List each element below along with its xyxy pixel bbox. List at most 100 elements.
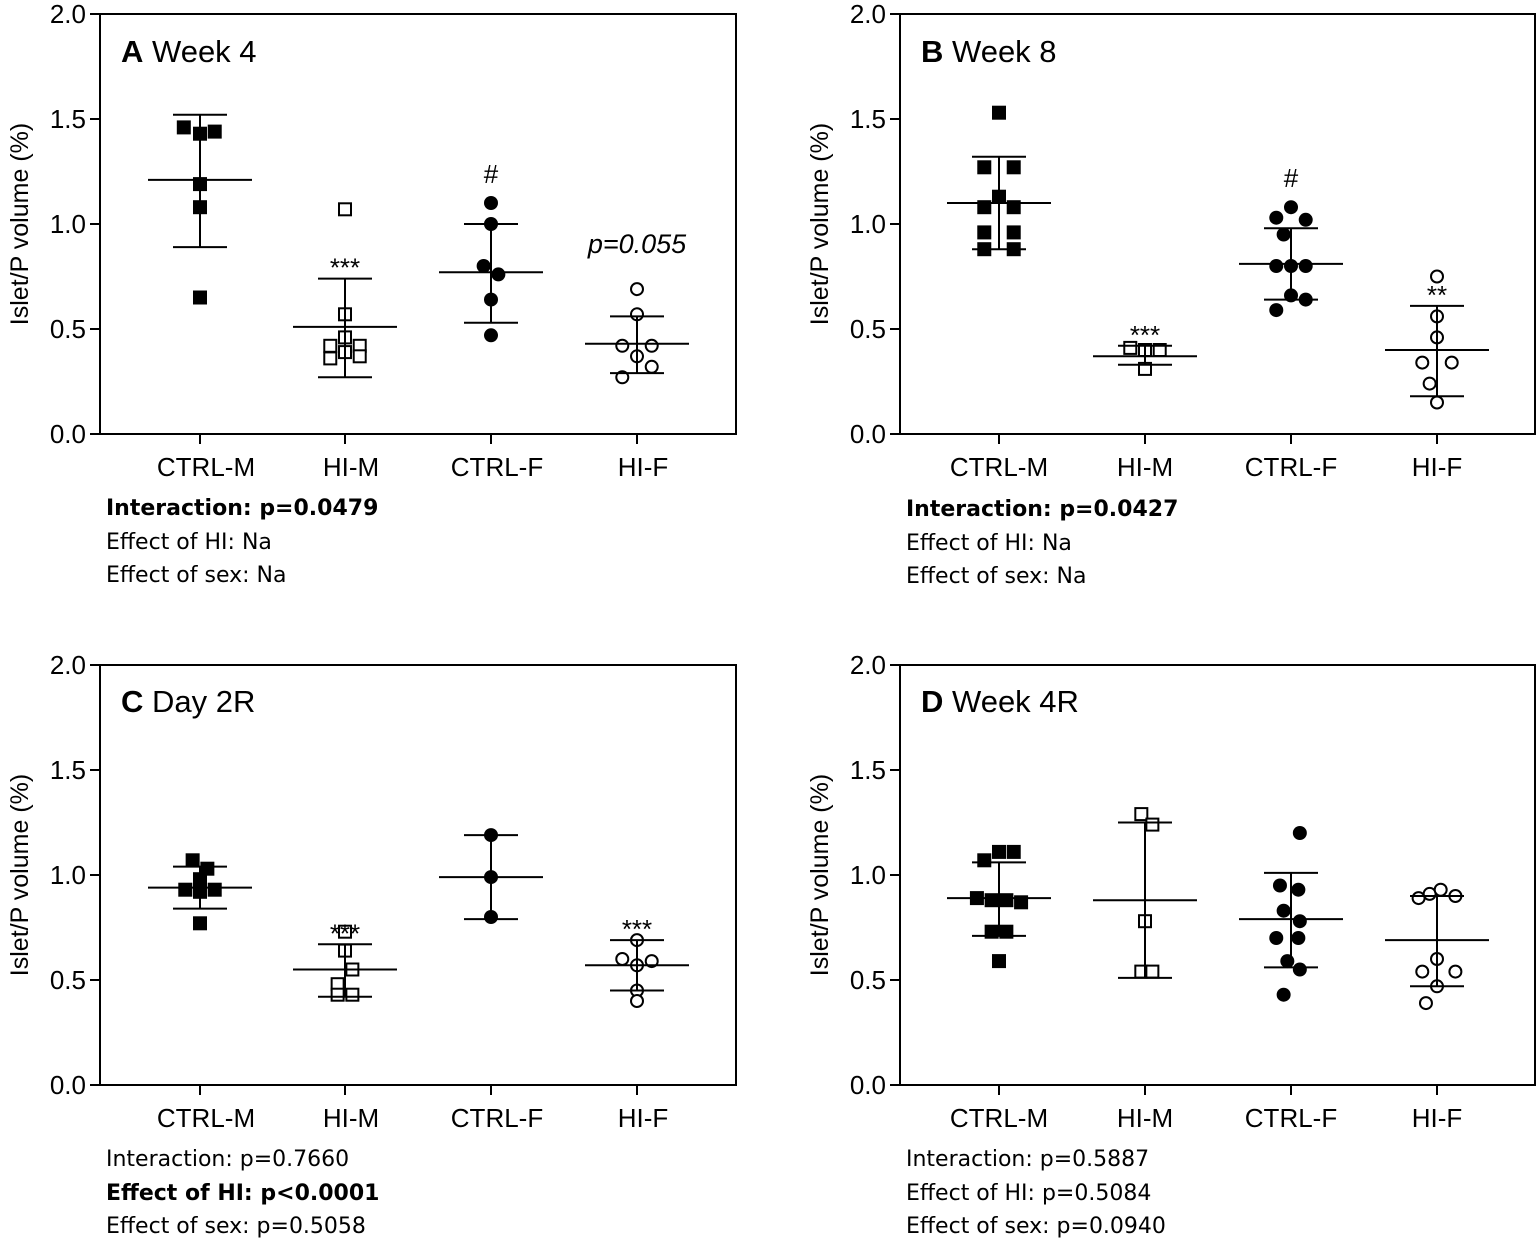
- x-tick-label: CTRL-M: [157, 452, 255, 482]
- data-point: [977, 853, 992, 868]
- data-point: [1292, 914, 1307, 929]
- y-tick-label: 1.0: [850, 860, 886, 890]
- panel-title-text: Week 4: [143, 34, 256, 69]
- series-ctrl-f: [1239, 826, 1343, 1002]
- x-tick-label: CTRL-F: [1245, 452, 1337, 482]
- series-hi-f: **: [1385, 269, 1489, 410]
- series-hi-m: ***: [293, 918, 397, 1002]
- stats-effect-sex: Effect of sex: p=0.0940: [906, 1214, 1166, 1239]
- x-tick-label: CTRL-F: [1245, 1103, 1337, 1133]
- data-point: [352, 349, 367, 364]
- y-tick-label: 1.5: [850, 755, 886, 785]
- significance-annotation: ***: [1130, 320, 1160, 350]
- significance-annotation: ***: [330, 253, 360, 283]
- data-point: [644, 359, 659, 374]
- x-tick-label: CTRL-F: [451, 452, 543, 482]
- data-point: [1269, 931, 1284, 945]
- data-point: [1291, 931, 1306, 945]
- data-point: [630, 282, 644, 297]
- y-tick-label: 0.0: [50, 1070, 86, 1100]
- y-axis-label: Islet/P volume (%): [806, 123, 834, 325]
- data-point: [323, 351, 338, 366]
- x-tick-label: HI-F: [618, 1103, 669, 1133]
- data-point: [644, 338, 659, 353]
- series-hi-m: ***: [1093, 320, 1197, 376]
- data-point: [984, 893, 999, 908]
- data-point: [1272, 878, 1287, 893]
- panel-title-text: Week 4R: [943, 684, 1079, 719]
- x-tick-label: CTRL-M: [157, 1103, 255, 1133]
- significance-annotation: **: [1427, 280, 1447, 310]
- data-point: [1134, 807, 1149, 822]
- data-point: [1291, 882, 1306, 897]
- x-tick-label: CTRL-F: [451, 1103, 543, 1133]
- data-point: [178, 882, 193, 897]
- data-point: [1298, 259, 1313, 273]
- data-point: [615, 370, 630, 385]
- data-point: [1448, 964, 1463, 979]
- data-point: [1418, 996, 1433, 1011]
- data-point: [1269, 210, 1284, 225]
- significance-annotation: #: [1284, 163, 1299, 193]
- panel-title: D Week 4R: [921, 684, 1079, 719]
- stats-panel-c: Interaction: p=0.7660 Effect of HI: p<0.…: [106, 1143, 379, 1244]
- y-tick-label: 1.5: [50, 755, 86, 785]
- data-point: [1415, 964, 1430, 979]
- data-point: [193, 290, 207, 305]
- data-point: [977, 225, 992, 240]
- data-point: [1298, 212, 1313, 227]
- data-point: [1433, 882, 1448, 897]
- data-point: [484, 196, 498, 210]
- data-point: [207, 124, 222, 139]
- series-ctrl-f: #: [439, 159, 543, 343]
- stats-interaction: Interaction: p=0.5887: [906, 1147, 1150, 1172]
- data-point: [1269, 303, 1284, 318]
- data-point: [1292, 962, 1307, 977]
- data-point: [630, 994, 644, 1008]
- data-point: [977, 160, 992, 175]
- data-point: [330, 987, 345, 1002]
- x-tick-label: HI-M: [323, 1103, 379, 1133]
- y-tick-label: 1.0: [50, 860, 86, 890]
- y-axis-label: Islet/P volume (%): [806, 774, 834, 976]
- series-ctrl-m: [947, 844, 1051, 969]
- y-tick-label: 0.5: [850, 965, 886, 995]
- x-tick-label: HI-F: [1412, 452, 1463, 482]
- stats-interaction: Interaction: p=0.0479: [106, 496, 379, 521]
- data-point: [345, 987, 360, 1002]
- data-point: [1284, 200, 1298, 215]
- data-point: [484, 328, 498, 343]
- stats-interaction: Interaction: p=0.7660: [106, 1147, 350, 1172]
- panel-letter: A: [121, 34, 143, 69]
- significance-annotation: #: [484, 159, 499, 189]
- series-ctrl-m: [148, 853, 252, 931]
- stats-panel-a: Interaction: p=0.0479 Effect of HI: Na E…: [106, 492, 378, 593]
- data-point: [207, 882, 222, 897]
- data-point: [992, 954, 1006, 969]
- data-point: [491, 267, 506, 282]
- y-axis-label: Islet/P volume (%): [6, 774, 34, 976]
- stats-panel-b: Interaction: p=0.0427 Effect of HI: Na E…: [906, 493, 1178, 594]
- x-tick-label: CTRL-M: [950, 1103, 1048, 1133]
- panel-title-text: Week 8: [943, 34, 1056, 69]
- stats-effect-hi: Effect of HI: Na: [106, 529, 272, 555]
- data-point: [615, 338, 630, 353]
- y-tick-label: 1.5: [50, 104, 86, 134]
- panel-b: 0.0 0.5 1.0 1.5 2.0 Islet/P volume (%) CTRL-M H…: [806, 0, 1536, 482]
- y-axis-label: Islet/P volume (%): [6, 123, 34, 325]
- data-point: [476, 259, 491, 273]
- plot-frame: [899, 664, 1536, 1086]
- series-ctrl-m: [148, 113, 252, 305]
- x-tick-label: HI-F: [1412, 1103, 1463, 1133]
- y-tick-label: 1.0: [850, 209, 886, 239]
- data-point: [193, 916, 207, 931]
- data-point: [615, 952, 630, 966]
- y-tick-label: 0.0: [850, 419, 886, 449]
- panel-a: 0.0 0.5 1.0 1.5 2.0 Islet/P volume (%) CTRL-M H…: [6, 0, 737, 482]
- series-hi-f: ***: [585, 914, 689, 1008]
- y-tick-label: 2.0: [50, 650, 86, 680]
- y-tick-label: 2.0: [850, 650, 886, 680]
- y-tick-label: 1.0: [50, 209, 86, 239]
- stats-effect-sex: Effect of sex: Na: [906, 564, 1087, 589]
